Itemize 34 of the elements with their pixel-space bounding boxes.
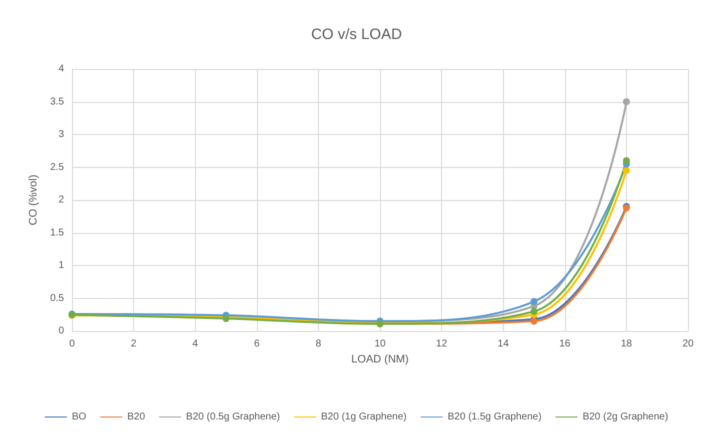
y-tick-label: 0 xyxy=(58,326,64,336)
y-tick-label: 3 xyxy=(58,129,64,140)
x-tick-label: 2 xyxy=(130,338,137,350)
x-tick-label: 10 xyxy=(374,338,386,350)
legend-label: B20 (1g Graphene) xyxy=(321,412,407,422)
legend-label: BO xyxy=(72,412,86,422)
x-tick-label: 20 xyxy=(682,338,694,350)
x-tick-label: 6 xyxy=(254,338,260,350)
legend-label: B20 (0.5g Graphene) xyxy=(186,412,280,422)
point xyxy=(622,157,630,164)
chart-title: CO v/s LOAD xyxy=(311,26,402,43)
y-tick-label: 2 xyxy=(58,194,64,206)
y-axis-title: CO (%vol) xyxy=(28,174,40,226)
point xyxy=(622,98,630,106)
legend-label: B20 xyxy=(127,412,146,422)
x-tick-label: 14 xyxy=(498,338,510,350)
x-tick-label: 18 xyxy=(620,338,632,350)
point xyxy=(530,308,538,315)
y-tick-label: 1 xyxy=(58,260,64,271)
legend-label: B20 (2g Graphene) xyxy=(582,412,668,422)
y-tick-label: 3.5 xyxy=(50,96,64,108)
legend-label: B20 (1.5g Graphene) xyxy=(448,412,542,422)
y-tick-label: 2.5 xyxy=(50,162,64,173)
x-axis-title: LOAD (NM) xyxy=(351,353,409,366)
y-tick-label: 4 xyxy=(58,64,64,74)
y-tick-label: 0.5 xyxy=(50,292,64,304)
x-tick-label: 0 xyxy=(69,338,76,350)
point xyxy=(622,167,630,174)
x-tick-label: 12 xyxy=(436,338,448,350)
x-tick-label: 8 xyxy=(316,338,322,350)
point xyxy=(530,298,538,306)
x-tick-label: 4 xyxy=(192,338,198,350)
y-tick-label: 1.5 xyxy=(50,227,64,238)
x-tick-label: 16 xyxy=(559,338,571,350)
